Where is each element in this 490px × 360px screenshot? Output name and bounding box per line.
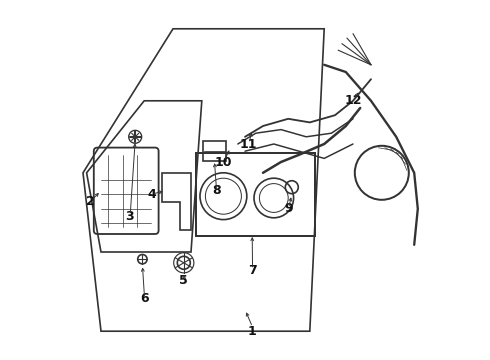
Text: 4: 4: [147, 188, 156, 201]
Text: 2: 2: [86, 195, 95, 208]
Text: 3: 3: [125, 210, 134, 222]
Text: 11: 11: [240, 138, 257, 150]
Text: 12: 12: [344, 94, 362, 107]
Text: 7: 7: [248, 264, 257, 276]
Text: 1: 1: [248, 325, 257, 338]
Text: 5: 5: [179, 274, 188, 287]
Text: 10: 10: [215, 156, 232, 168]
Text: 6: 6: [140, 292, 148, 305]
Text: 8: 8: [212, 184, 220, 197]
Text: 9: 9: [284, 202, 293, 215]
